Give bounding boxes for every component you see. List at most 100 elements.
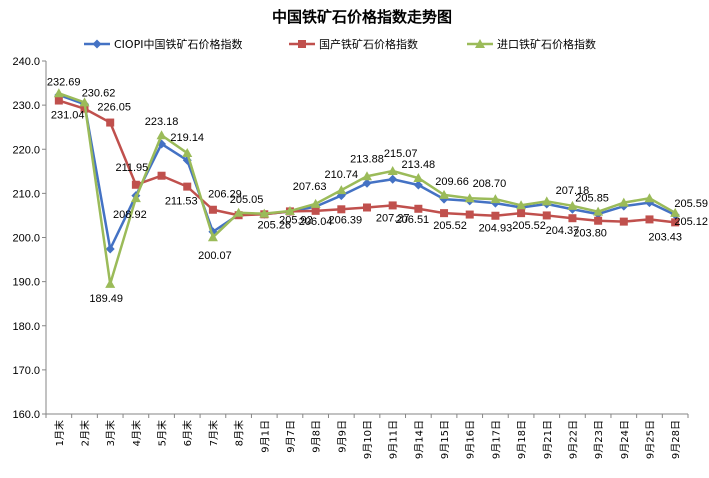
x-tick-label: 9月25日 — [644, 420, 656, 459]
data-label: 205.52 — [433, 220, 467, 232]
series-point-2 — [413, 173, 424, 183]
x-tick-label: 9月9日 — [336, 420, 348, 453]
x-tick-label: 9月8日 — [311, 420, 323, 453]
data-label: 205.59 — [674, 198, 708, 210]
series-point-1 — [208, 205, 217, 214]
series-point-1 — [491, 211, 500, 220]
x-tick-label: 9月15日 — [439, 420, 451, 459]
data-label: 213.48 — [402, 159, 436, 171]
series-point-2 — [387, 166, 398, 176]
series-point-2 — [105, 278, 116, 288]
y-tick-label: 200.0 — [12, 233, 40, 245]
legend-label: 国产铁矿石价格指数 — [319, 37, 418, 51]
data-label: 205.85 — [575, 193, 609, 205]
series-point-1 — [594, 216, 603, 225]
series-point-2 — [490, 194, 501, 204]
y-tick-label: 240.0 — [12, 56, 40, 68]
x-tick-label: 9月17日 — [490, 420, 502, 459]
data-label: 206.04 — [299, 216, 333, 228]
series-point-1 — [542, 211, 551, 220]
series-point-1 — [157, 171, 166, 180]
data-labels: 232.69 231.04 230.62 226.05 189.49 211.95 208.… — [47, 76, 708, 305]
x-tick-label: 9月21日 — [542, 420, 554, 459]
legend-label: CIOPI中国铁矿石价格指数 — [114, 37, 242, 51]
data-label: 208.70 — [473, 178, 507, 190]
x-tick-label: 8月末 — [233, 420, 246, 446]
x-tick-label: 3月末 — [104, 420, 117, 446]
legend-label: 进口铁矿石价格指数 — [497, 37, 596, 51]
series-point-2 — [644, 193, 655, 203]
x-tick-label: 1月末 — [53, 420, 66, 446]
data-label: 206.29 — [208, 189, 242, 201]
data-label: 205.12 — [674, 216, 708, 228]
data-label: 205.52 — [512, 220, 546, 232]
series-point-1 — [414, 204, 423, 213]
data-label: 219.14 — [170, 132, 204, 144]
x-tick-label: 9月16日 — [465, 420, 477, 459]
data-label: 210.74 — [324, 169, 358, 181]
series-point-1 — [517, 209, 526, 218]
data-label: 206.51 — [396, 214, 430, 226]
series-point-2 — [259, 208, 270, 218]
series-point-2 — [53, 88, 64, 98]
series-point-1 — [671, 218, 680, 227]
series-point-0 — [413, 180, 423, 190]
series-point-1 — [54, 96, 63, 105]
data-label: 204.93 — [479, 223, 513, 235]
x-tick-label: 5月末 — [156, 420, 169, 446]
data-label: 205.92 — [279, 214, 313, 226]
series-point-1 — [645, 215, 654, 224]
series-point-2 — [464, 193, 475, 203]
data-label: 205.05 — [230, 194, 264, 206]
series-point-2 — [207, 232, 218, 242]
x-tick-label: 9月28日 — [670, 420, 682, 459]
series-point-2 — [593, 206, 604, 216]
data-label: 209.66 — [435, 176, 469, 188]
x-tick-label: 9月11日 — [388, 420, 400, 459]
series-point-2 — [233, 207, 244, 217]
series-point-2 — [336, 185, 347, 195]
series-point-1 — [183, 182, 192, 191]
series-point-2 — [362, 171, 372, 181]
x-tick-label: 9月22日 — [567, 420, 579, 459]
x-tick-label: 9月24日 — [619, 420, 631, 459]
x-tick-label: 7月末 — [207, 420, 220, 446]
y-tick-label: 220.0 — [12, 144, 40, 156]
legend: CIOPI中国铁矿石价格指数 国产铁矿石价格指数 进口铁矿石价格指数 — [84, 37, 596, 51]
series-point-0 — [105, 244, 115, 254]
data-label: 211.95 — [115, 162, 148, 174]
series-point-0 — [388, 174, 398, 184]
y-tick-label: 160.0 — [12, 409, 40, 421]
series-point-1 — [363, 203, 371, 212]
y-ticks: 160.0 170.0 180.0 190.0 200.0 210.0 220.0 230.0… — [12, 56, 46, 421]
series-point-1 — [311, 206, 320, 215]
series-point-2 — [439, 189, 450, 199]
x-ticks: 1月末 2月末 3月末 4月末 5月末 6月末 7月末 8月末 9月1日 9月7日 9月8日 9月9日… — [45, 414, 689, 459]
series-point-1 — [465, 210, 474, 219]
y-tick-label: 180.0 — [12, 321, 40, 333]
data-label: 206.39 — [328, 214, 362, 226]
data-label: 207.27 — [376, 212, 410, 224]
series-point-2 — [130, 193, 141, 203]
data-label: 203.43 — [648, 231, 682, 243]
y-tick-label: 170.0 — [12, 365, 40, 377]
series-point-1 — [388, 201, 397, 210]
x-tick-label: 9月1日 — [259, 420, 271, 453]
series-point-2 — [618, 197, 629, 207]
data-label: 189.49 — [89, 293, 123, 305]
chart-title: 中国铁矿石价格指数走势图 — [272, 8, 452, 26]
x-tick-label: 9月10日 — [362, 420, 374, 459]
series-point-2 — [670, 207, 681, 217]
data-label: 226.05 — [97, 102, 131, 114]
series-point-2 — [156, 130, 167, 140]
data-label: 231.04 — [51, 110, 85, 122]
series-point-2 — [284, 206, 295, 216]
data-label: 223.18 — [145, 116, 179, 128]
x-tick-label: 9月23日 — [593, 420, 605, 459]
data-label: 213.88 — [350, 153, 384, 165]
legend-marker — [475, 39, 485, 48]
series-point-2 — [567, 200, 578, 210]
data-label: 230.62 — [82, 87, 116, 99]
